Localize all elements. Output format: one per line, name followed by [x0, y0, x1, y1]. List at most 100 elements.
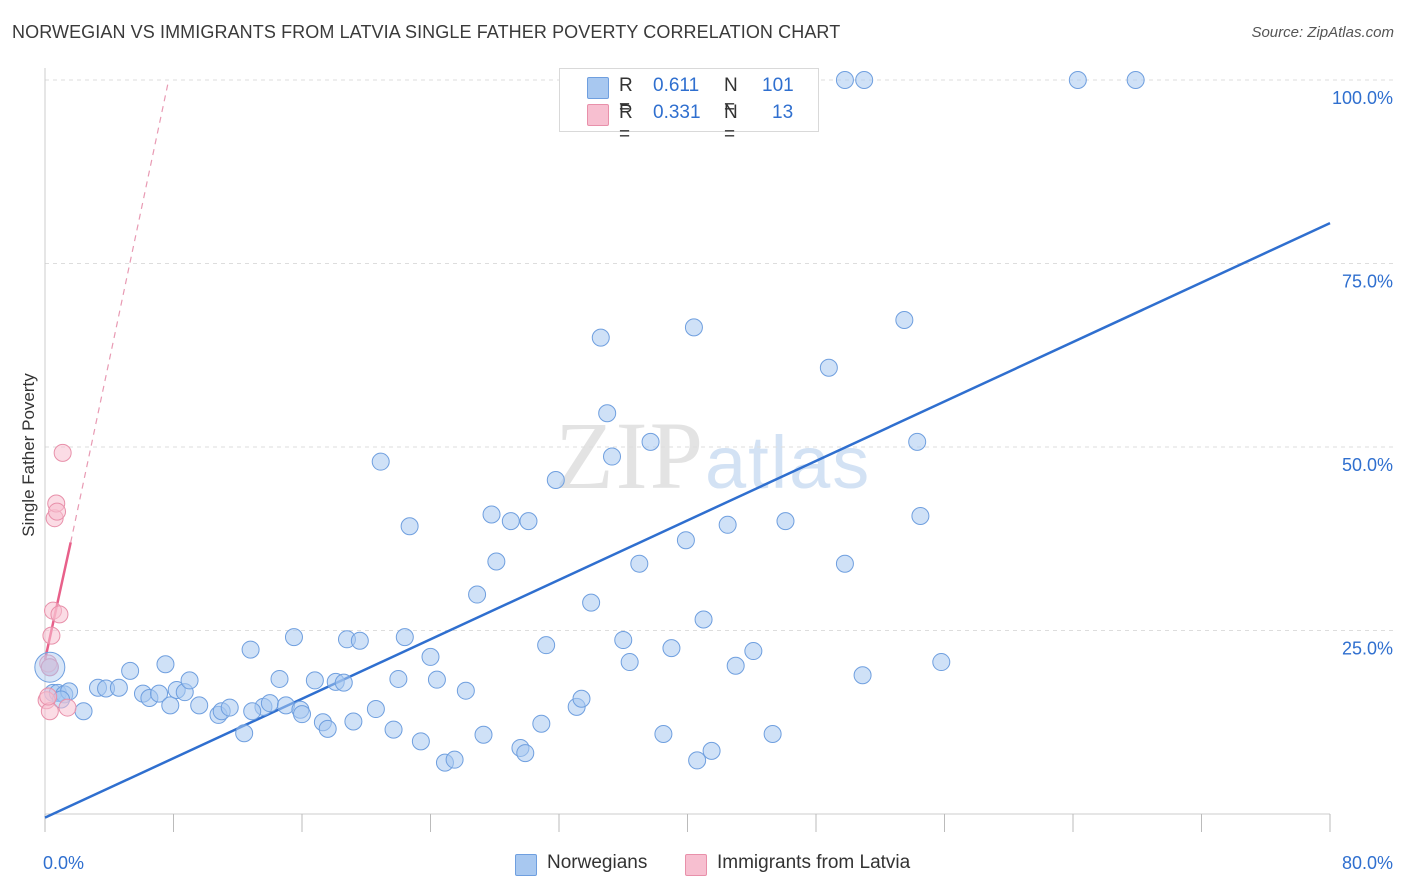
norwegian-point [1126, 71, 1145, 89]
x-tick-label: 0.0% [43, 853, 84, 873]
y-axis-title: Single Father Poverty [19, 373, 38, 537]
norwegian-point [400, 517, 419, 536]
norwegian-point [318, 719, 337, 738]
legend-r-value: 0.611 [653, 75, 700, 96]
norwegian-point [456, 681, 475, 700]
norwegian-point [819, 358, 838, 377]
norwegian-point [243, 702, 262, 721]
norwegian-point [718, 515, 737, 534]
data-points [34, 71, 1145, 772]
norwegian-point [220, 698, 239, 717]
norwegian-point [395, 628, 414, 647]
norwegian-point [603, 447, 622, 466]
norwegian-point [614, 631, 633, 650]
norwegian-point [161, 696, 180, 715]
norwegian-point [641, 432, 660, 451]
norwegian-point [235, 724, 254, 743]
norwegian-point [389, 669, 408, 688]
norwegian-point [74, 702, 93, 721]
watermark: ZIPatlas [555, 400, 871, 511]
norwegian-point [284, 628, 303, 647]
watermark-atlas: atlas [705, 421, 872, 504]
legend-swatch-latvia [587, 104, 609, 126]
norwegian-point [932, 653, 951, 672]
norwegian-point [411, 732, 430, 751]
norwegian-cluster-point [34, 651, 66, 683]
axes [44, 68, 1331, 832]
norwegian-point [835, 554, 854, 573]
norwegian-point [853, 666, 872, 685]
norwegian-point [474, 725, 493, 744]
latvia-point [50, 605, 69, 624]
latvia-point [40, 658, 59, 677]
norwegian-point [260, 694, 279, 713]
norwegian-point [305, 671, 324, 690]
norwegian-point [702, 741, 721, 760]
norwegian-point [519, 512, 538, 531]
norwegian-point [121, 661, 140, 680]
norwegian-point [293, 705, 311, 724]
latvia-point [53, 443, 72, 462]
norwegian-point [694, 610, 713, 629]
grid [45, 79, 1395, 631]
bottom-legend-swatch-norwegians [515, 854, 537, 876]
norwegian-point [384, 720, 403, 739]
norwegian-point [190, 696, 209, 715]
legend-n-value: 13 [772, 102, 794, 123]
latvia-point [42, 626, 61, 645]
source-credit: Source: ZipAtlas.com [1251, 24, 1394, 41]
norwegian-trend-line [44, 221, 1331, 819]
legend-r-label: R = [619, 102, 633, 145]
legend-r-value: 0.331 [653, 102, 701, 123]
norwegian-point [620, 653, 639, 672]
legend-n-value: 101 [762, 75, 794, 96]
norwegian-point [516, 744, 535, 763]
norwegian-point [855, 71, 874, 89]
norwegian-point [180, 671, 199, 690]
norwegian-point [537, 636, 556, 655]
norwegian-point [908, 432, 927, 451]
norwegian-point [895, 311, 914, 330]
norwegian-point [501, 512, 520, 531]
norwegian-point [676, 531, 695, 550]
bottom-legend-swatch-latvia [685, 854, 707, 876]
norwegian-point [688, 751, 707, 770]
norwegian-point [334, 673, 353, 692]
latvia-point [39, 687, 58, 706]
y-tick-label: 50.0% [1342, 455, 1393, 475]
norwegian-point [532, 714, 551, 733]
norwegian-point [241, 640, 260, 659]
norwegian-point [591, 328, 610, 347]
norwegian-point [270, 669, 289, 688]
norwegian-point [763, 724, 782, 743]
norwegian-point [572, 689, 591, 708]
norwegian-point [546, 471, 565, 490]
bottom-legend-label: Norwegians [547, 852, 648, 873]
norwegian-point [371, 452, 390, 471]
watermark-zip: ZIP [555, 402, 705, 509]
latvia-point [48, 502, 67, 521]
norwegian-point [344, 712, 363, 731]
norwegian-point [598, 404, 617, 423]
norwegian-point [350, 631, 369, 650]
norwegian-point [468, 585, 487, 604]
stats-legend: R = 0.611 N = 101 R = 0.331 N = 13 [559, 68, 819, 145]
norwegian-point [684, 318, 703, 337]
norwegian-point [654, 724, 673, 743]
norwegian-point [776, 512, 795, 531]
legend-swatch-norwegians [587, 77, 609, 99]
latvia-trend-extension [70, 79, 170, 543]
norwegian-point [582, 593, 601, 612]
norwegian-point [630, 554, 649, 573]
norwegian-point [835, 71, 854, 89]
x-tick-label: 80.0% [1342, 853, 1393, 873]
norwegian-point [911, 506, 930, 525]
axis-labels: 25.0% 50.0% 75.0% 100.0% 0.0% 80.0% Single Fat… [19, 88, 1393, 873]
y-tick-label: 25.0% [1342, 639, 1393, 659]
norwegian-point [662, 639, 681, 658]
norwegian-point [1068, 71, 1087, 89]
norwegian-point [150, 684, 169, 703]
norwegian-point [744, 642, 763, 661]
norwegian-point [487, 552, 506, 571]
